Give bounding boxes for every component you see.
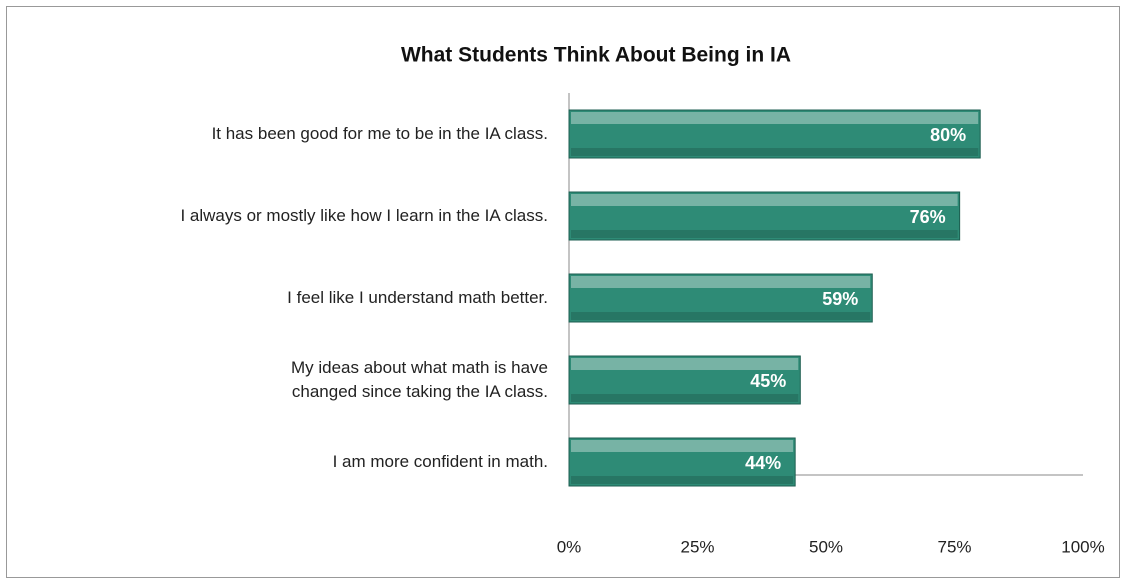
- data-label: 44%: [745, 453, 781, 473]
- x-tick-label: 0%: [557, 537, 582, 556]
- y-tick-label: My ideas about what math is have changed…: [290, 358, 548, 401]
- bar-shade: [571, 148, 979, 156]
- bar: [568, 109, 981, 159]
- bar-highlight: [571, 358, 799, 370]
- y-tick-label: I always or mostly like how I learn in t…: [180, 206, 548, 225]
- data-label: 76%: [910, 207, 946, 227]
- y-tick-label: I feel like I understand math better.: [287, 288, 548, 307]
- bar: [568, 437, 796, 487]
- bar: [568, 273, 873, 323]
- data-label: 45%: [750, 371, 786, 391]
- bar-highlight: [571, 194, 958, 206]
- x-tick-label: 25%: [680, 537, 714, 556]
- x-tick-label: 75%: [937, 537, 971, 556]
- bar: [568, 191, 961, 241]
- x-tick-label: 50%: [809, 537, 843, 556]
- data-label: 80%: [930, 125, 966, 145]
- bar-shade: [571, 230, 958, 238]
- bar-shade: [571, 476, 794, 484]
- y-tick-label: I am more confident in math.: [332, 452, 548, 471]
- chart-border: [6, 6, 1120, 578]
- y-tick-label: It has been good for me to be in the IA …: [211, 124, 548, 143]
- bar-shade: [571, 312, 871, 320]
- bar: [568, 355, 801, 405]
- bar-highlight: [571, 440, 794, 452]
- bar-highlight: [571, 112, 979, 124]
- bar-shade: [571, 394, 799, 402]
- chart-title: What Students Think About Being in IA: [401, 44, 791, 67]
- x-tick-label: 100%: [1061, 537, 1104, 556]
- bar-highlight: [571, 276, 871, 288]
- data-label: 59%: [822, 289, 858, 309]
